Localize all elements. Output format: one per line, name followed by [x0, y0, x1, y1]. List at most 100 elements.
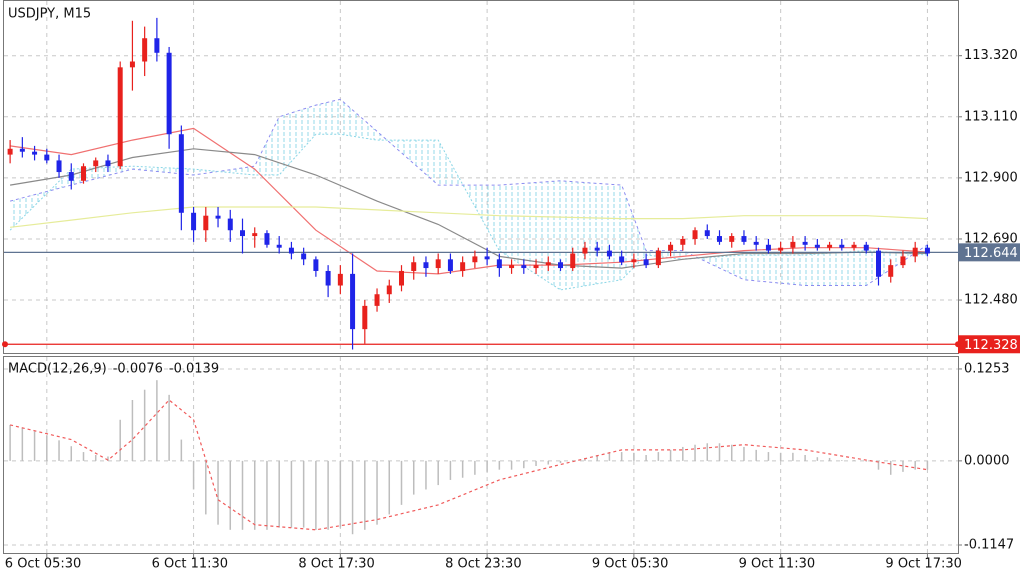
candle-body: [93, 160, 99, 167]
y-tick-label: 0.0000: [964, 453, 1010, 468]
candle-body: [496, 259, 502, 269]
candle-body: [606, 250, 612, 257]
candle-body: [888, 265, 894, 277]
candle-body: [68, 172, 74, 181]
candle-body: [215, 215, 221, 219]
x-tick-label: 8 Oct 23:30: [445, 557, 521, 572]
candle-body: [56, 160, 62, 173]
candle-body: [362, 305, 368, 330]
candle-body: [765, 244, 771, 251]
candle-body: [484, 256, 490, 260]
chart-title: USDJPY, M15: [8, 7, 91, 22]
candle-body: [509, 265, 515, 269]
candle-body: [802, 241, 808, 245]
candle-body: [668, 244, 674, 251]
candle-body: [178, 134, 184, 213]
candle-body: [105, 160, 111, 167]
candle-body: [717, 236, 722, 242]
cloud-fill: [10, 99, 928, 290]
candle-body: [876, 250, 881, 277]
candle-body: [435, 259, 441, 269]
candle-body: [374, 294, 380, 306]
candle-body: [741, 236, 747, 242]
candle-body: [313, 259, 319, 271]
candle-body: [558, 262, 563, 269]
candle-body: [680, 238, 686, 245]
y-tick-label: 112.900: [964, 170, 1018, 185]
candle-body: [790, 241, 796, 248]
candle-body: [655, 250, 661, 266]
candle-body: [166, 52, 172, 135]
candle-body: [44, 154, 50, 161]
candle-body: [129, 61, 135, 68]
x-tick-label: 8 Oct 17:30: [298, 557, 374, 572]
candle-body: [32, 151, 38, 155]
candle-body: [252, 233, 258, 237]
candle-body: [643, 259, 649, 266]
candle-body: [411, 262, 417, 271]
price-line-dot: [955, 341, 961, 348]
candle-body: [203, 215, 209, 231]
macd-readout: -0.0076: [113, 362, 163, 377]
candle-body: [399, 270, 404, 286]
cloud-span-a: [9, 98, 928, 286]
candle-body: [863, 244, 869, 251]
candle-body: [704, 230, 710, 237]
price-line-dot: [2, 341, 8, 348]
moving-average: [10, 206, 928, 228]
x-tick-label: 6 Oct 05:30: [5, 557, 81, 572]
price-label: 112.644: [964, 246, 1018, 261]
cloud-span-b: [9, 133, 928, 291]
candle-body: [276, 244, 282, 248]
x-tick-label: 6 Oct 11:30: [152, 557, 228, 572]
price-label-box: [958, 243, 1020, 262]
candle-body: [900, 256, 906, 266]
y-tick-label: 0.1253: [964, 361, 1010, 376]
candle-body: [325, 270, 331, 286]
macd-title: MACD(12,26,9): [8, 362, 107, 377]
candle-body: [594, 247, 600, 251]
candle-body: [19, 148, 25, 152]
price-label: 112.328: [964, 338, 1018, 353]
candle-body: [447, 259, 453, 271]
candle-body: [227, 218, 233, 231]
candle-body: [142, 38, 148, 62]
y-tick-label: -0.1147: [964, 538, 1014, 553]
candle-body: [827, 244, 833, 248]
candle-body: [460, 262, 466, 271]
candle-body: [545, 262, 551, 266]
x-tick-label: 9 Oct 17:30: [885, 557, 961, 572]
y-tick-label: 112.480: [964, 293, 1018, 308]
candle-body: [729, 236, 735, 242]
moving-average: [10, 148, 928, 269]
candle-body: [521, 265, 527, 269]
price-label-box: [958, 335, 1020, 354]
x-tick-label: 9 Oct 11:30: [739, 557, 815, 572]
candle-body: [839, 244, 845, 248]
candle-body: [81, 166, 86, 181]
candle-body: [240, 230, 245, 237]
candle-body: [619, 256, 625, 263]
candle-body: [692, 230, 698, 239]
candle-body: [778, 247, 784, 251]
candle-body: [472, 256, 478, 263]
candle-body: [753, 241, 759, 245]
x-tick-label: 9 Oct 05:30: [592, 557, 668, 572]
macd-readout: -0.0139: [169, 362, 219, 377]
y-tick-label: 113.110: [964, 109, 1018, 124]
candle-body: [7, 148, 13, 155]
candle-body: [814, 244, 820, 248]
candle-body: [851, 244, 857, 248]
candle-body: [533, 265, 539, 269]
candle-body: [386, 285, 392, 295]
y-tick-label: 112.690: [964, 231, 1018, 246]
candle-body: [570, 253, 576, 269]
candle-body: [264, 233, 270, 245]
candle-body: [117, 67, 123, 167]
candle-body: [301, 253, 307, 260]
candle-body: [924, 247, 930, 254]
candle-body: [582, 247, 588, 254]
candle-body: [337, 273, 343, 286]
